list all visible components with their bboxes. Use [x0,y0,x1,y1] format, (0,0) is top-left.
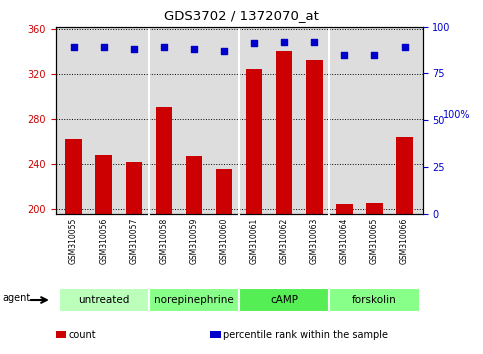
Point [100,44,108,50]
Bar [396,137,413,214]
Text: cAMP: cAMP [270,295,298,305]
Text: GSM310062: GSM310062 [280,218,289,264]
Bar [216,169,232,214]
Text: GSM310059: GSM310059 [189,218,199,264]
Text: GSM310066: GSM310066 [400,218,409,264]
Point [160,44,168,50]
Bar [65,139,82,214]
Y-axis label: 100%: 100% [442,110,470,120]
Point [280,39,288,44]
Point [401,44,409,50]
Point [220,48,228,54]
Text: untreated: untreated [78,295,129,305]
Bar [156,108,172,214]
Text: count: count [69,330,96,339]
Text: GSM310060: GSM310060 [220,218,228,264]
Bar [239,288,329,312]
Point [130,46,138,52]
Text: percentile rank within the sample: percentile rank within the sample [223,330,388,339]
Bar [126,162,142,214]
Text: GSM310061: GSM310061 [250,218,258,264]
Text: GSM310056: GSM310056 [99,218,108,264]
Text: GSM310065: GSM310065 [370,218,379,264]
Text: agent: agent [2,293,30,303]
Text: forskolin: forskolin [352,295,397,305]
Bar [366,203,383,214]
Bar [185,156,202,214]
Text: GSM310063: GSM310063 [310,218,319,264]
Point [370,52,378,57]
Bar [58,288,149,312]
Point [190,46,198,52]
Text: GDS3702 / 1372070_at: GDS3702 / 1372070_at [164,9,319,22]
Text: GSM310058: GSM310058 [159,218,169,264]
Text: GSM310055: GSM310055 [69,218,78,264]
Text: GSM310064: GSM310064 [340,218,349,264]
Bar [306,60,323,214]
Point [341,52,348,57]
Bar [276,51,293,214]
Point [311,39,318,44]
Point [70,44,77,50]
Point [250,41,258,46]
Text: GSM310057: GSM310057 [129,218,138,264]
Bar [149,288,239,312]
Bar [246,69,262,214]
Bar [96,155,112,214]
Bar [329,288,420,312]
Text: norepinephrine: norepinephrine [154,295,234,305]
Bar [336,204,353,214]
